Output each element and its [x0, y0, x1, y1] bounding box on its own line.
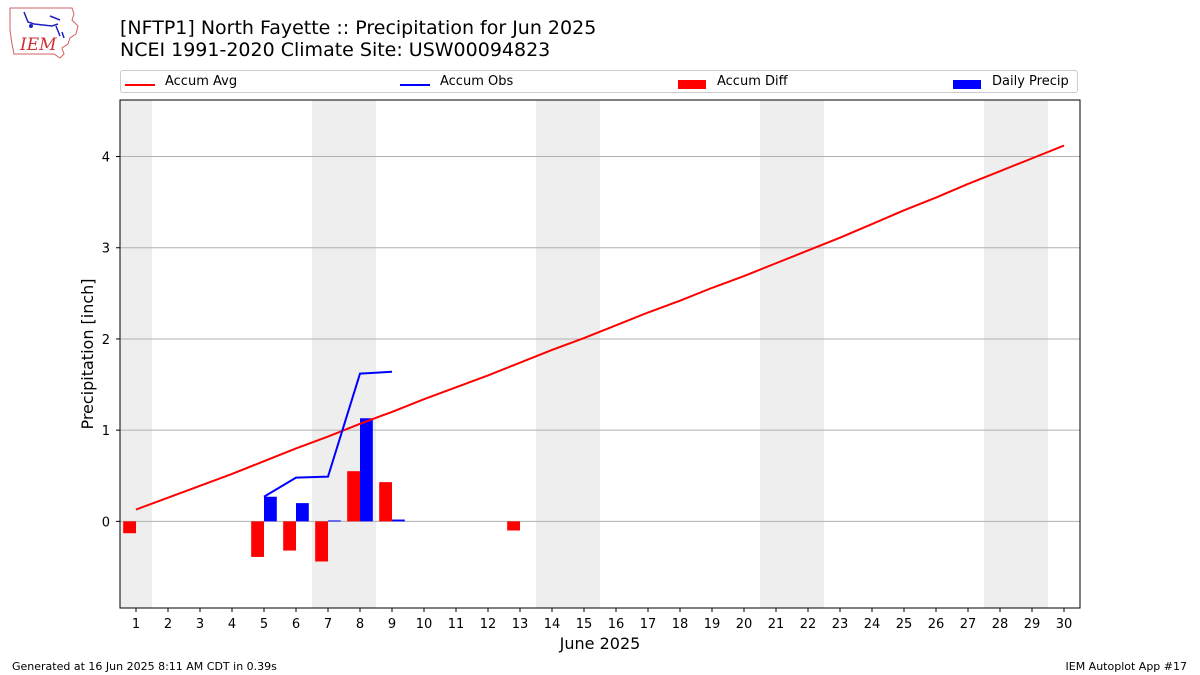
daily-precip-bar — [360, 418, 373, 522]
x-tick-label: 16 — [608, 617, 625, 632]
y-tick-label: 2 — [102, 333, 110, 348]
iowa-outline-icon — [9, 7, 79, 59]
x-tick-label: 18 — [672, 617, 689, 632]
legend-label-daily-precip: Daily Precip — [992, 74, 1069, 89]
x-tick-label: 26 — [928, 617, 945, 632]
chart-title-line1: [NFTP1] North Fayette :: Precipitation f… — [120, 17, 597, 39]
x-tick-label: 11 — [448, 617, 465, 632]
y-tick-label: 1 — [102, 424, 110, 439]
legend-swatch-accum-diff — [678, 80, 706, 89]
x-tick-label: 21 — [768, 617, 785, 632]
x-tick-label: 1 — [132, 617, 140, 632]
x-tick-label: 6 — [292, 617, 300, 632]
legend-label-accum-diff: Accum Diff — [717, 74, 788, 89]
accum-diff-bar — [251, 521, 264, 557]
x-tick-label: 23 — [832, 617, 849, 632]
x-tick-label: 2 — [164, 617, 172, 632]
chart-title-line2: NCEI 1991-2020 Climate Site: USW00094823 — [120, 39, 551, 61]
accum-diff-bar — [347, 471, 360, 522]
footer-app-text: IEM Autoplot App #17 — [1065, 660, 1188, 673]
x-tick-label: 13 — [512, 617, 529, 632]
x-tick-label: 29 — [1024, 617, 1041, 632]
accum-diff-bar — [123, 521, 136, 534]
daily-precip-bar — [296, 503, 309, 522]
legend-label-accum-obs: Accum Obs — [440, 74, 514, 89]
legend-label-accum-avg: Accum Avg — [165, 74, 238, 89]
x-tick-label: 24 — [864, 617, 881, 632]
accum-diff-bar — [283, 521, 296, 551]
weather-station-icon — [23, 11, 65, 39]
x-tick-label: 5 — [260, 617, 268, 632]
x-tick-label: 3 — [196, 617, 204, 632]
accum-diff-bar — [507, 521, 520, 531]
accum-avg-line — [135, 144, 1065, 511]
x-tick-label: 7 — [324, 617, 332, 632]
accum-diff-bar — [315, 521, 328, 562]
y-tick-label: 0 — [102, 515, 110, 530]
logo-text: IEM — [19, 35, 57, 55]
legend-swatch-accum-obs — [400, 84, 430, 86]
weekend-band — [984, 100, 1048, 608]
iem-logo: IEM — [9, 7, 79, 59]
x-tick-label: 22 — [800, 617, 817, 632]
legend-swatch-daily-precip — [953, 80, 981, 89]
accum-obs-line — [263, 370, 393, 498]
x-tick-label: 10 — [416, 617, 433, 632]
chart-legend: Accum Avg Accum Obs Accum Diff Daily Pre… — [120, 70, 1078, 93]
x-tick-label: 27 — [960, 617, 977, 632]
x-tick-label: 17 — [640, 617, 657, 632]
y-tick-label: 3 — [102, 242, 110, 257]
x-tick-label: 14 — [544, 617, 561, 632]
y-tick-label: 4 — [102, 151, 110, 166]
x-tick-label: 12 — [480, 617, 497, 632]
x-tick-label: 28 — [992, 617, 1009, 632]
x-tick-label: 9 — [388, 617, 396, 632]
y-axis-label: Precipitation [inch] — [78, 278, 97, 429]
daily-precip-bar — [328, 520, 341, 522]
x-axis-label: June 2025 — [559, 634, 641, 653]
daily-precip-bar — [264, 496, 277, 522]
x-tick-label: 15 — [576, 617, 593, 632]
accum-diff-bar — [379, 482, 392, 522]
station-dot-icon — [29, 24, 33, 28]
x-tick-label: 30 — [1056, 617, 1073, 632]
x-tick-label: 8 — [356, 617, 364, 632]
x-tick-label: 4 — [228, 617, 236, 632]
x-tick-label: 25 — [896, 617, 913, 632]
x-tick-label: 20 — [736, 617, 753, 632]
plot-frame — [119, 99, 1081, 609]
legend-swatch-accum-avg — [125, 84, 155, 86]
daily-precip-bar — [392, 519, 405, 522]
weekend-band — [536, 100, 600, 608]
weekend-band — [760, 100, 824, 608]
chart-title: [NFTP1] North Fayette :: Precipitation f… — [120, 17, 596, 61]
footer-generated-text: Generated at 16 Jun 2025 8:11 AM CDT in … — [12, 660, 277, 673]
x-tick-label: 19 — [704, 617, 721, 632]
